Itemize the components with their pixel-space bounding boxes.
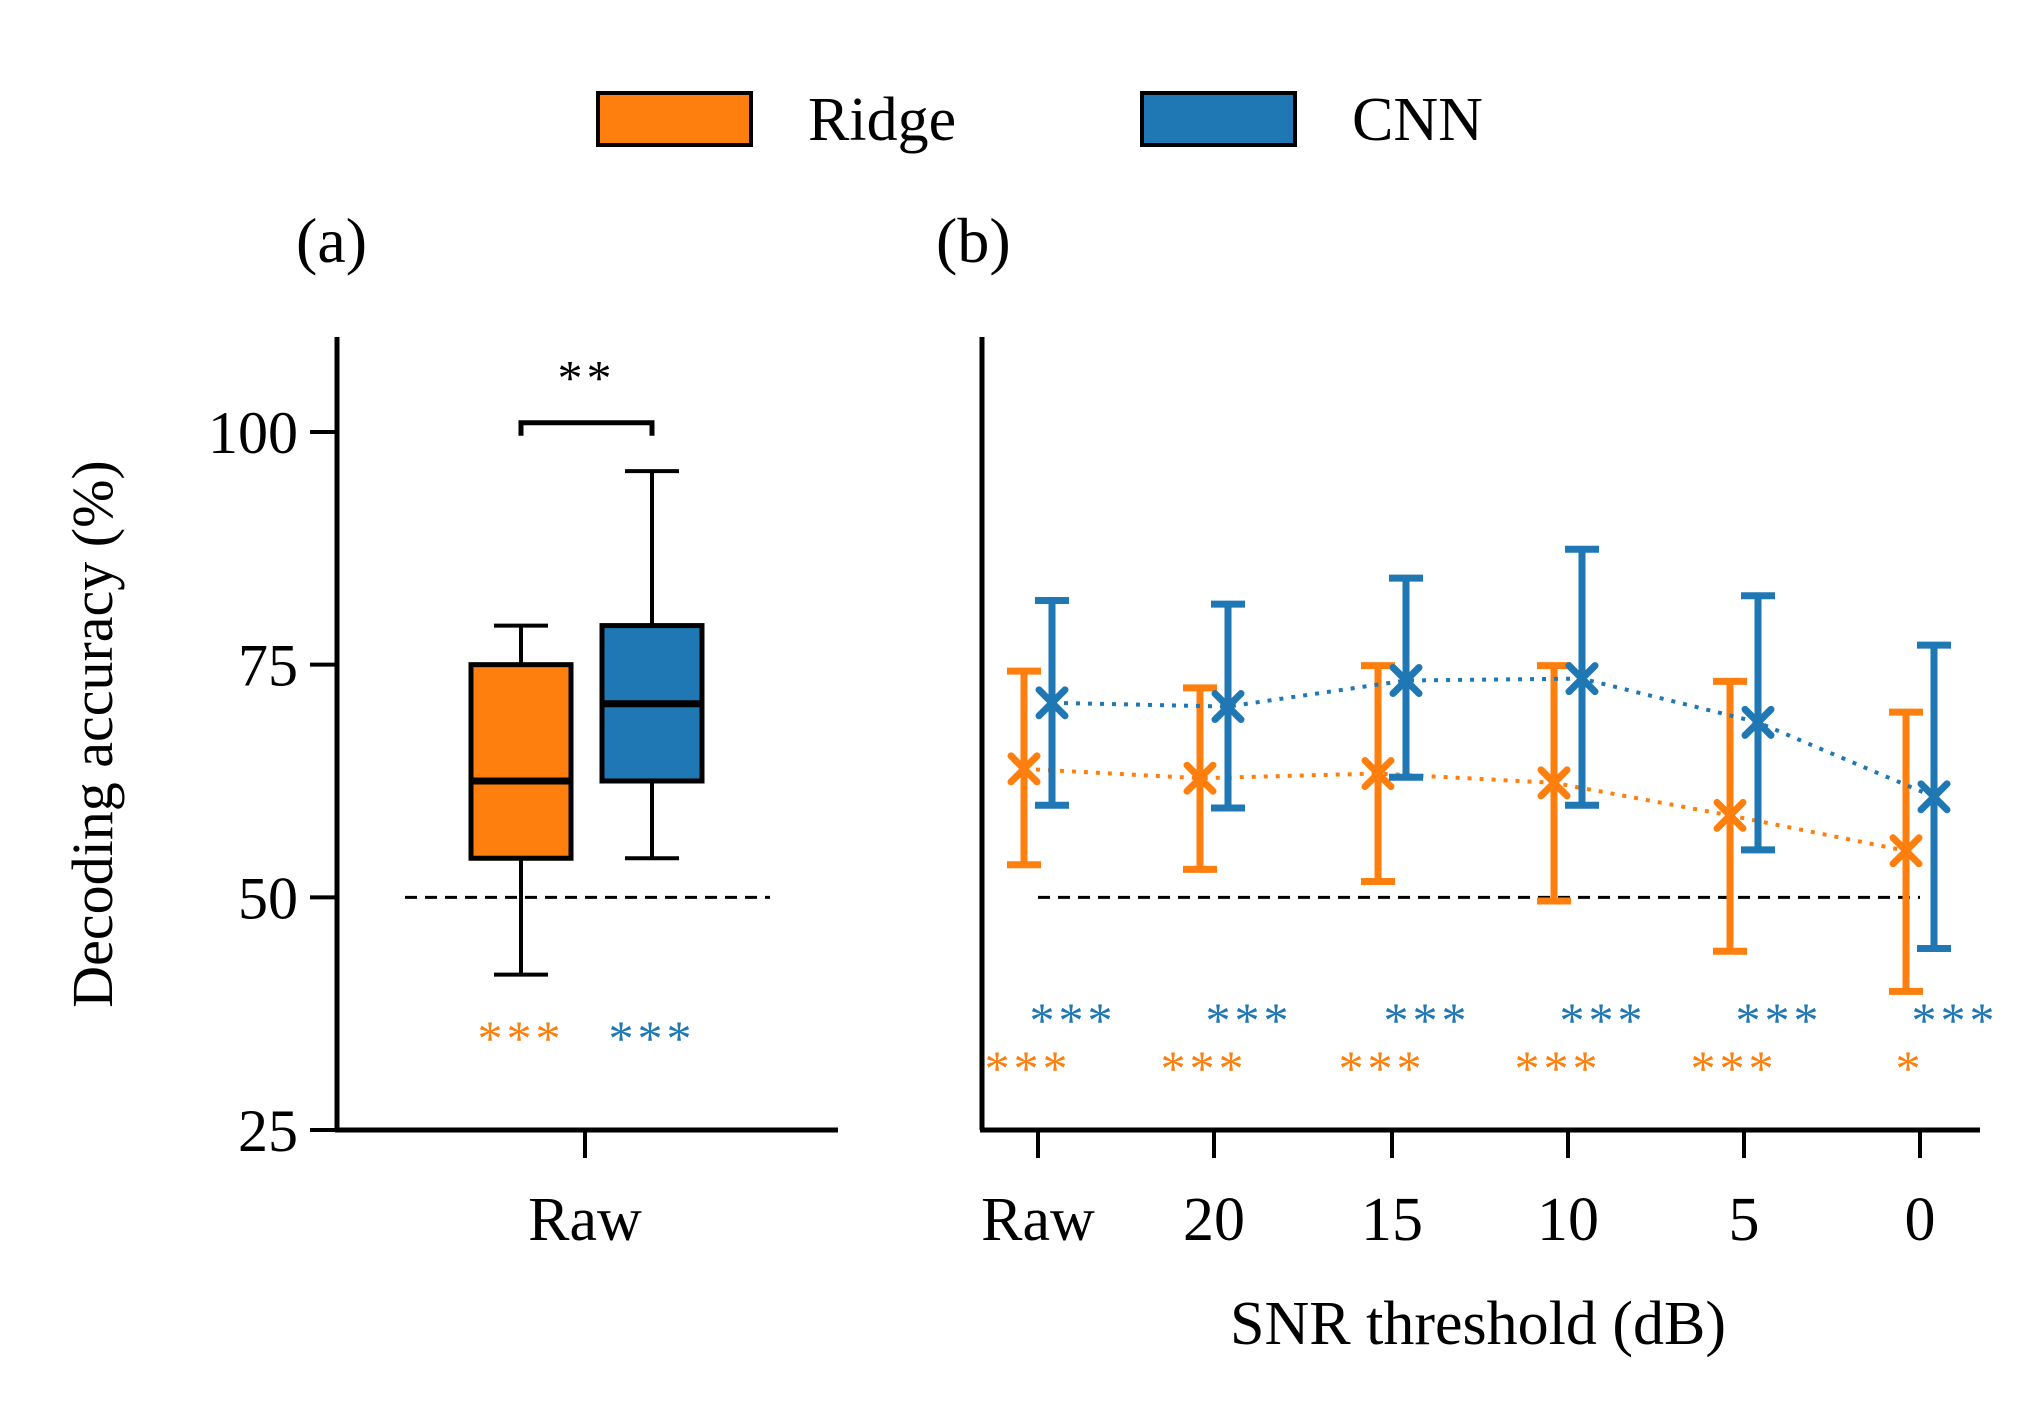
cnn-significance-Raw: *** [1030, 992, 1117, 1048]
x-tick-label-20: 20 [1183, 1186, 1245, 1254]
comparison-bracket [518, 420, 655, 436]
legend-label-ridge: Ridge [808, 86, 956, 154]
cnn-mean-marker-5 [1741, 705, 1775, 739]
panel-b-label: (b) [936, 205, 1011, 276]
legend-swatch-ridge [596, 91, 753, 147]
ridge-significance-5: *** [1691, 1040, 1778, 1096]
ridge-mean-marker-0 [1889, 834, 1923, 868]
cnn-significance: *** [609, 1010, 696, 1066]
panel-b-plot: *** *** *** *** *** **** *** *** *** *** *** [985, 545, 1999, 1096]
ridge-mean-line [1023, 766, 1907, 853]
cnn-mean-line [1051, 676, 1935, 799]
legend-swatch-cnn [1140, 91, 1297, 147]
y-tick-label-75: 75 [238, 633, 298, 699]
ridge-significance: *** [478, 1010, 565, 1066]
x-tick-label-15: 15 [1361, 1186, 1423, 1254]
x-tick-label-Raw: Raw [981, 1186, 1095, 1254]
ridge-significance-20: *** [1161, 1040, 1248, 1096]
panel-a-y-ticks: 25 50 75 100 [208, 400, 337, 1164]
x-tick-label-0: 0 [1905, 1186, 1936, 1254]
ridge-mean-marker-20 [1183, 761, 1217, 795]
cnn-significance-0: *** [1912, 992, 1999, 1048]
panel-b-x-ticks: Raw 20 15 10 5 0 [981, 1130, 1936, 1254]
cnn-significance-10: *** [1560, 992, 1647, 1048]
ridge-mean-marker-10 [1537, 766, 1571, 800]
cnn-mean-marker-20 [1211, 690, 1245, 724]
y-axis-label: Decoding accuracy (%) [60, 460, 125, 1007]
cnn-significance-15: *** [1384, 992, 1471, 1048]
ridge-significance-0: * [1896, 1040, 1925, 1096]
ridge-box [468, 662, 574, 861]
x-tick-label-5: 5 [1729, 1186, 1760, 1254]
ridge-significance-10: *** [1515, 1040, 1602, 1096]
panel-a-plot: *** ***** [405, 350, 770, 1066]
comparison-significance: ** [558, 350, 616, 406]
y-tick-label-25: 25 [238, 1098, 298, 1164]
y-tick-label-100: 100 [208, 400, 298, 466]
cnn-mean-marker-15 [1389, 663, 1423, 697]
panel-a-x-tick-label: Raw [528, 1186, 642, 1254]
cnn-mean-marker-0 [1917, 780, 1951, 814]
ridge-mean-marker-Raw [1007, 752, 1041, 786]
cnn-significance-5: *** [1736, 992, 1823, 1048]
panel-b: Raw 20 15 10 5 0 SNR threshold (dB) *** *** ***… [979, 337, 1999, 1358]
ridge-mean-marker-15 [1361, 757, 1395, 791]
panel-b-x-axis-label: SNR threshold (dB) [1230, 1290, 1726, 1358]
ridge-mean-marker-5 [1713, 798, 1747, 832]
legend-label-cnn: CNN [1352, 86, 1483, 154]
panel-a-label: (a) [296, 205, 367, 276]
x-tick-label-10: 10 [1537, 1186, 1599, 1254]
cnn-significance-20: *** [1206, 992, 1293, 1048]
cnn-mean-marker-10 [1565, 662, 1599, 696]
ridge-significance-15: *** [1339, 1040, 1426, 1096]
ridge-significance-Raw: *** [985, 1040, 1072, 1096]
cnn-mean-marker-Raw [1035, 686, 1069, 720]
legend: Ridge CNN [596, 86, 1483, 154]
y-tick-label-50: 50 [238, 865, 298, 931]
